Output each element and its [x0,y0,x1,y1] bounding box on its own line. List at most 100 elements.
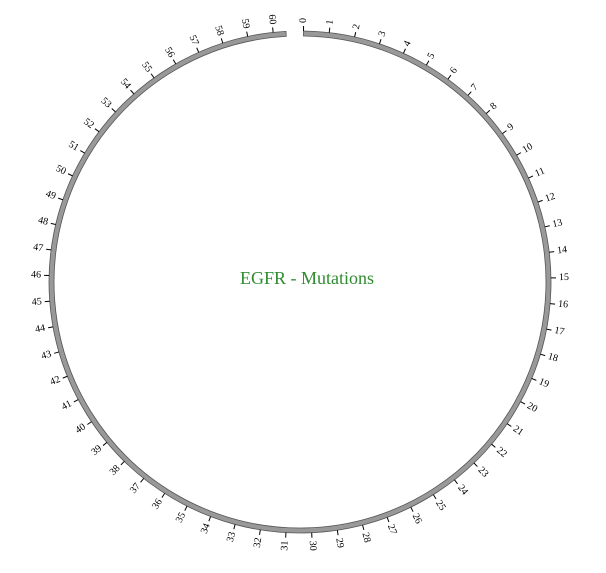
tick-mark [94,128,100,133]
tick-mark [549,251,555,253]
tick-label: 23 [476,465,491,480]
tick-label: 6 [448,65,460,76]
tick-label: 16 [558,299,569,311]
tick-label: 25 [433,498,448,512]
tick-label: 2 [351,23,363,30]
tick-label: 50 [54,163,68,177]
tick-label: 29 [333,537,345,549]
tick-label: 44 [34,323,46,336]
tick-mark [161,493,166,498]
tick-mark [537,199,543,203]
tick-label: 42 [49,374,62,388]
tick-mark [467,91,472,96]
tick-mark [454,479,458,485]
tick-label: 43 [40,349,53,362]
tick-label: 21 [511,424,525,439]
tick-label: 47 [33,242,44,254]
tick-mark [491,443,496,448]
tick-mark [540,353,546,357]
tick-label: 36 [150,497,165,511]
tick-mark [362,524,365,531]
tick-mark [111,108,116,113]
tick-label: 59 [239,18,252,30]
tick-label: 39 [89,443,104,458]
tick-mark [386,517,390,523]
tick-mark [425,60,430,66]
tick-label: 9 [506,121,517,133]
tick-mark [410,506,414,512]
tick-label: 58 [212,24,226,37]
tick-label: 26 [410,512,424,526]
tick-mark [220,38,224,44]
tick-label: 14 [556,244,567,256]
tick-label: 56 [162,45,177,59]
tick-mark [233,524,236,530]
tick-mark [140,478,145,483]
tick-mark [502,130,507,135]
tick-label: 40 [73,421,87,436]
tick-label: 41 [60,398,74,412]
tick-mark [67,173,73,177]
tick-mark [130,89,135,95]
tick-label: 7 [469,82,481,93]
tick-mark [378,39,382,45]
tick-mark [53,351,60,354]
tick-mark [432,494,437,500]
tick-label: 20 [525,401,539,415]
tick-label: 32 [252,537,264,549]
tick-mark [73,399,79,403]
tick-label: 30 [307,540,318,551]
tick-mark [172,59,177,65]
tick-marks [44,26,556,538]
tick-label: 57 [187,34,201,48]
chart-title: EGFR - Mutations [240,268,374,288]
tick-mark [520,401,526,405]
tick-mark [120,460,125,466]
tick-mark [46,248,52,251]
tick-mark [272,27,274,33]
tick-mark [57,197,64,201]
tick-label: 33 [225,531,238,544]
tick-mark [184,505,188,511]
tick-mark [544,225,550,228]
tick-label: 28 [359,531,372,543]
tick-mark [528,175,534,179]
tick-label: 37 [128,481,143,496]
tick-mark [246,31,249,37]
tick-mark [531,378,537,381]
tick-label: 45 [31,296,42,308]
tick-mark [50,222,56,225]
ideogram-arc [48,30,552,534]
tick-label: 31 [279,540,291,551]
tick-label: 48 [37,215,49,228]
tick-mark [87,421,92,425]
tick-label: 13 [551,217,563,230]
tick-mark [402,48,406,54]
tick-mark [473,462,478,467]
tick-mark [328,27,331,33]
tick-label: 11 [533,166,546,180]
tick-label: 46 [31,269,41,280]
tick-mark [546,328,552,331]
tick-label: 52 [81,116,96,131]
tick-mark [354,32,357,38]
tick-label: 5 [425,51,437,61]
tick-mark [208,516,212,522]
tick-mark [485,109,491,115]
tick-label: 60 [266,14,278,25]
tick-label: 10 [521,141,535,156]
tick-label: 35 [174,511,188,525]
tick-label: 8 [488,101,499,113]
tick-label: 1 [324,19,336,25]
tick-mark [506,423,512,427]
tick-labels: 0 123456789101112131415161718192021222324… [31,14,569,551]
tick-label: 53 [99,95,114,110]
tick-mark [150,73,155,79]
tick-label: 54 [118,77,133,92]
tick-label: 18 [547,351,560,364]
ideogram-ring [48,30,552,534]
tick-label: 19 [537,376,550,390]
tick-label: 17 [553,325,565,338]
tick-label: 4 [402,39,414,48]
